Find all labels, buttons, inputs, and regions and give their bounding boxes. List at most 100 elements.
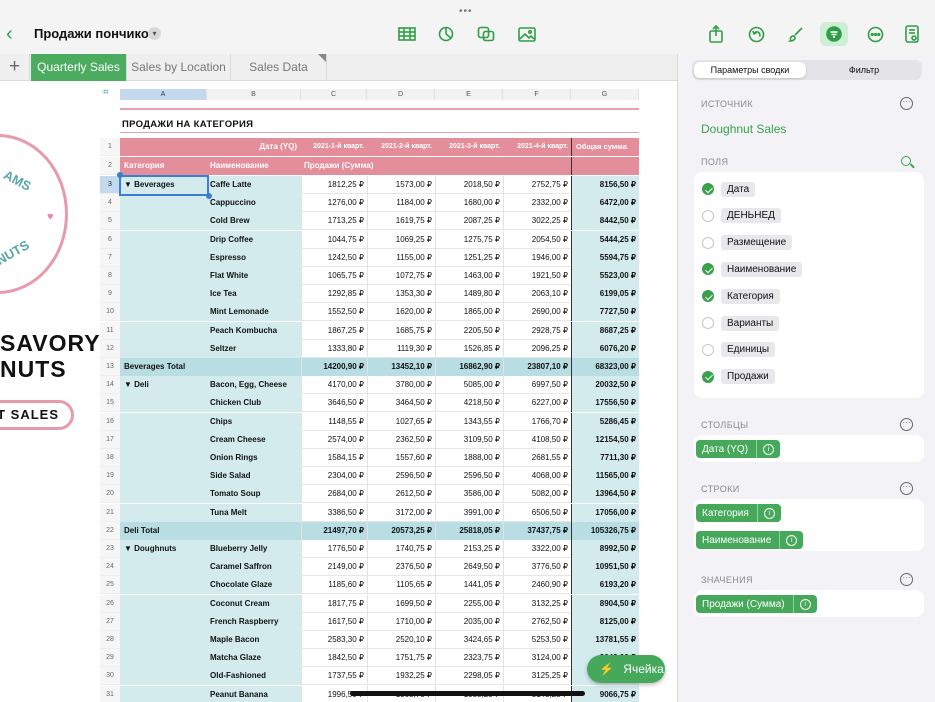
value-cell[interactable]: 1584,15 ₽ xyxy=(301,449,367,467)
name-cell[interactable]: Tuna Melt xyxy=(207,503,301,522)
row-header[interactable]: 10 xyxy=(100,303,120,322)
category-cell[interactable] xyxy=(120,267,207,285)
value-cell[interactable]: 25818,05 ₽ xyxy=(435,521,503,540)
back-chevron-icon[interactable]: ‹ xyxy=(6,23,13,45)
table-row[interactable]: Seltzer 1333,80 ₽1119,30 ₽1526,85 ₽2096,2… xyxy=(120,339,639,358)
value-cell[interactable]: 1766,70 ₽ xyxy=(503,412,571,431)
table-row[interactable]: Matcha Glaze 1842,50 ₽1751,75 ₽2323,75 ₽3… xyxy=(120,649,639,668)
table-row[interactable]: Side Salad 2304,00 ₽2596,50 ₽2596,50 ₽406… xyxy=(120,467,639,486)
grand-total-cell[interactable]: 20032,50 ₽ xyxy=(571,376,639,395)
format-brush-icon[interactable] xyxy=(782,22,810,46)
field-item[interactable]: Категория xyxy=(702,287,780,305)
value-cell[interactable]: 1680,00 ₽ xyxy=(435,194,503,213)
rows-more-icon[interactable]: ··· xyxy=(900,482,913,495)
table-row[interactable]: Cold Brew 1713,25 ₽1619,75 ₽2087,25 ₽3022… xyxy=(120,212,639,231)
field-label[interactable]: Категория xyxy=(721,288,780,304)
empty-circle-icon[interactable] xyxy=(702,209,714,222)
value-cell[interactable]: 1619,75 ₽ xyxy=(367,212,435,231)
category-cell[interactable] xyxy=(120,649,207,668)
pivot-table-title[interactable]: ПРОДАЖИ НА КАТЕГОРИЯ xyxy=(122,119,254,130)
value-cell[interactable]: 1699,50 ₽ xyxy=(367,594,435,613)
value-cell[interactable]: 3132,25 ₽ xyxy=(503,594,571,613)
table-row[interactable]: Cream Cheese 2574,00 ₽2362,50 ₽3109,50 ₽4… xyxy=(120,430,639,449)
value-cell[interactable]: 1185,60 ₽ xyxy=(301,576,367,595)
field-label[interactable]: Наименование xyxy=(721,261,803,277)
value-cell[interactable]: 1737,55 ₽ xyxy=(301,667,367,686)
value-cell[interactable]: 1065,75 ₽ xyxy=(301,267,367,285)
cell-action-button[interactable]: ⚡ Ячейка xyxy=(587,655,665,683)
category-cell[interactable] xyxy=(120,467,207,486)
name-cell[interactable]: Cappuccino xyxy=(207,194,301,213)
brand-logo[interactable]: AMS NUTS ♥ xyxy=(0,134,68,294)
checkmark-circle-icon[interactable] xyxy=(702,263,714,276)
row-pill-name[interactable]: Наименование i xyxy=(696,531,804,549)
value-cell[interactable]: 2762,50 ₽ xyxy=(503,612,571,631)
art-sales-label[interactable]: T SALES xyxy=(0,400,74,430)
table-row[interactable]: Espresso 1242,50 ₽1155,00 ₽1251,25 ₽1946,… xyxy=(120,248,639,267)
grand-total-cell[interactable]: 17056,00 ₽ xyxy=(571,503,639,522)
columns-more-icon[interactable]: ··· xyxy=(900,418,913,431)
tab-sales-data[interactable]: Sales Data xyxy=(231,54,327,81)
field-label[interactable]: Продажи xyxy=(721,369,775,385)
value-cell[interactable]: 2596,50 ₽ xyxy=(435,467,503,486)
name-cell[interactable]: Cold Brew xyxy=(207,212,301,231)
value-cell[interactable]: 2298,05 ₽ xyxy=(435,667,503,686)
grand-total-cell[interactable]: 17556,50 ₽ xyxy=(571,394,639,413)
value-cell[interactable]: 1888,00 ₽ xyxy=(435,449,503,467)
row-header[interactable]: 13 xyxy=(100,358,120,376)
row-header[interactable]: 20 xyxy=(100,485,120,504)
value-cell[interactable]: 2928,75 ₽ xyxy=(503,321,571,340)
header-row-2[interactable]: Категория Наименование Продажи (Сумма) xyxy=(120,157,639,175)
field-label[interactable]: ДЕНЬНЕД xyxy=(721,208,781,224)
value-cell[interactable]: 16862,90 ₽ xyxy=(435,358,503,376)
name-cell[interactable]: Peanut Banana xyxy=(207,685,301,702)
table-row[interactable]: Caramel Saffron 2149,00 ₽2376,50 ₽2649,50… xyxy=(120,558,639,577)
value-cell[interactable]: 3586,00 ₽ xyxy=(435,485,503,504)
category-cell[interactable] xyxy=(120,576,207,595)
name-cell[interactable]: Drip Coffee xyxy=(207,230,301,249)
value-cell[interactable]: 6506,50 ₽ xyxy=(503,503,571,522)
value-cell[interactable]: 2205,50 ₽ xyxy=(435,321,503,340)
value-cell[interactable]: 1119,30 ₽ xyxy=(367,339,435,358)
grand-total-cell[interactable]: 105326,75 ₽ xyxy=(571,521,639,540)
name-cell[interactable]: Mint Lemonade xyxy=(207,303,301,322)
value-cell[interactable]: 1817,75 ₽ xyxy=(301,594,367,613)
table-handle-icon[interactable]: ⌗ xyxy=(103,87,109,98)
name-cell[interactable]: Caffe Latte xyxy=(207,176,301,194)
info-icon[interactable]: i xyxy=(792,595,817,613)
row-header[interactable]: 17 xyxy=(100,430,120,449)
home-indicator[interactable] xyxy=(350,691,585,696)
grand-total-cell[interactable]: 5523,00 ₽ xyxy=(571,267,639,285)
total-row[interactable]: Beverages Total 14200,90 ₽13452,10 ₽16862… xyxy=(120,358,639,376)
value-cell[interactable]: 37437,75 ₽ xyxy=(503,521,571,540)
value-cell[interactable]: 2681,55 ₽ xyxy=(503,449,571,467)
name-cell[interactable]: French Raspberry xyxy=(207,612,301,631)
grand-total-cell[interactable]: 8904,50 ₽ xyxy=(571,594,639,613)
table-icon[interactable] xyxy=(393,22,421,46)
grand-total-cell[interactable]: 10951,50 ₽ xyxy=(571,558,639,577)
grand-total-cell[interactable]: 5444,25 ₽ xyxy=(571,230,639,249)
name-cell[interactable]: Seltzer xyxy=(207,339,301,358)
name-cell[interactable]: Caramel Saffron xyxy=(207,558,301,577)
row-header[interactable]: 2 xyxy=(100,157,120,175)
info-icon[interactable]: i xyxy=(756,504,781,522)
row-header[interactable]: 8 xyxy=(100,267,120,285)
category-cell[interactable] xyxy=(120,449,207,467)
value-cell[interactable]: 4170,00 ₽ xyxy=(301,376,367,395)
value-cell[interactable]: 3424,65 ₽ xyxy=(435,631,503,649)
value-cell[interactable]: 1526,85 ₽ xyxy=(435,339,503,358)
category-cell[interactable] xyxy=(120,248,207,267)
value-cell[interactable]: 2574,00 ₽ xyxy=(301,430,367,449)
field-item[interactable]: Варианты xyxy=(702,314,780,332)
table-row[interactable]: Flat White 1065,75 ₽1072,75 ₽1463,00 ₽192… xyxy=(120,267,639,285)
value-cell[interactable]: 1275,75 ₽ xyxy=(435,230,503,249)
segment-pivot-options[interactable]: Параметры сводки xyxy=(694,62,806,78)
value-cell[interactable]: 1343,55 ₽ xyxy=(435,412,503,431)
category-cell[interactable] xyxy=(120,667,207,686)
column-header-a[interactable]: A xyxy=(120,89,207,100)
info-icon[interactable]: i xyxy=(779,531,803,549)
table-row[interactable]: Cappuccino 1276,00 ₽1184,00 ₽1680,00 ₽233… xyxy=(120,194,639,213)
value-cell[interactable]: 1573,00 ₽ xyxy=(367,176,435,194)
grand-total-cell[interactable]: 12154,50 ₽ xyxy=(571,430,639,449)
